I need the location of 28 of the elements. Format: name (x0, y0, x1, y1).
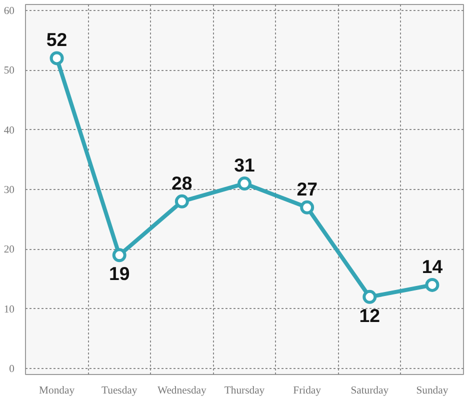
y-tick-label: 20 (4, 244, 14, 256)
data-label: 28 (172, 172, 192, 194)
y-tick-label: 40 (4, 125, 14, 136)
point (238, 176, 252, 191)
y-tick-label: 0 (9, 364, 14, 376)
x-tick-label: Sunday (416, 386, 449, 396)
point (50, 51, 64, 66)
x-tick-label: Saturday (350, 386, 390, 396)
data-label: 31 (234, 154, 255, 176)
point (112, 248, 126, 262)
point (362, 290, 377, 304)
x-tick-label: Friday (293, 386, 322, 396)
y-tick-label: 50 (4, 66, 14, 77)
point (300, 200, 314, 214)
y-tick-label: 30 (4, 185, 14, 196)
point (425, 278, 440, 292)
y-tick-label: 10 (4, 304, 14, 316)
point (174, 194, 189, 208)
y-tick-label: 60 (4, 6, 14, 17)
data-label: 19 (108, 263, 130, 284)
x-tick-label: Tuesday (101, 386, 138, 396)
data-label: 14 (422, 256, 444, 277)
x-tick-label: Wednesday (158, 386, 208, 396)
x-tick-label: Monday (39, 386, 76, 396)
data-label: 12 (359, 304, 380, 326)
data-label: 27 (296, 178, 318, 200)
x-tick-label: Thursday (224, 386, 266, 396)
data-label: 52 (46, 29, 68, 50)
